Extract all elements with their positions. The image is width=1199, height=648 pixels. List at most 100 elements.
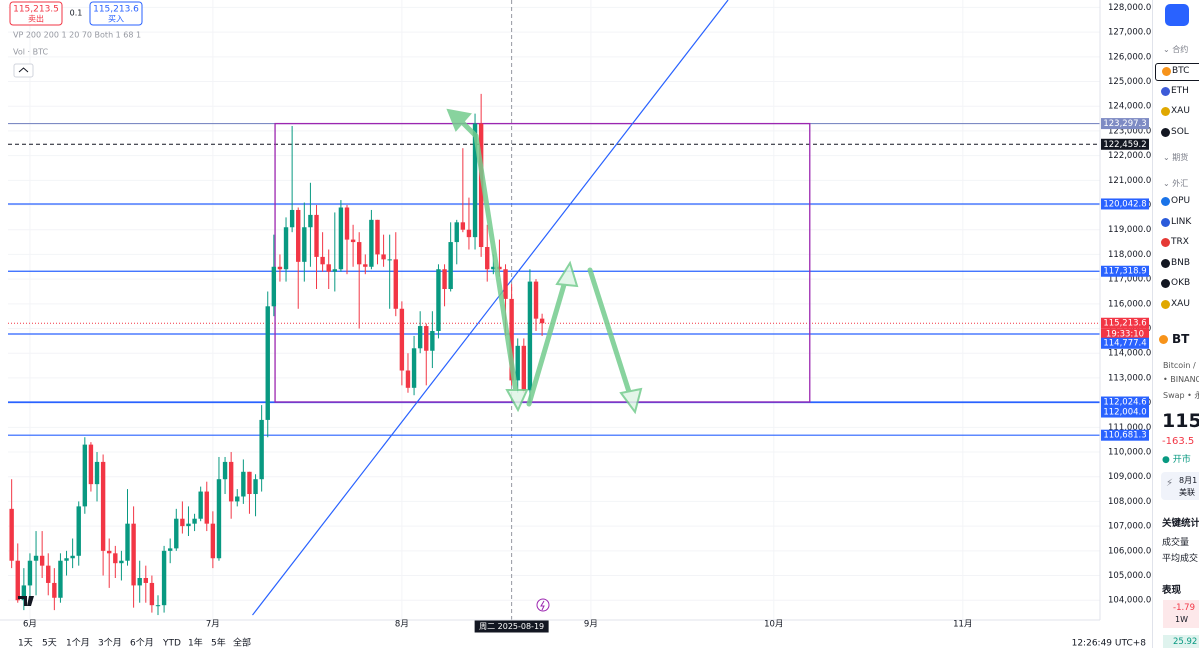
candle-body bbox=[155, 605, 161, 607]
candle-body bbox=[88, 444, 94, 485]
range-button[interactable]: 3个月 bbox=[98, 638, 122, 648]
candle-body bbox=[27, 560, 33, 586]
candle-body bbox=[76, 506, 81, 556]
contract-kind: Swap • 永 bbox=[1163, 391, 1199, 400]
candle-body bbox=[131, 523, 136, 586]
item-symbol: XAU bbox=[1171, 106, 1190, 116]
exchange: • BINANC bbox=[1163, 375, 1199, 384]
item-icon bbox=[1161, 238, 1170, 248]
collapse-button[interactable] bbox=[13, 63, 34, 78]
candle-body bbox=[454, 222, 459, 243]
price-line-label: 110,681.3 bbox=[1103, 431, 1146, 441]
y-tick-label: 110,000.0 bbox=[1108, 448, 1151, 458]
watchlist-item[interactable]: OPU bbox=[1155, 194, 1199, 210]
candle-body bbox=[167, 548, 173, 551]
stats-title: 关键统计 bbox=[1162, 518, 1199, 529]
countdown-bg bbox=[1101, 328, 1149, 340]
candle-body bbox=[302, 227, 307, 262]
stat-label: 平均成交 bbox=[1162, 554, 1199, 564]
news-card[interactable] bbox=[1161, 472, 1199, 500]
candle-body bbox=[70, 555, 75, 559]
price-line-label: 122,459.2 bbox=[1103, 140, 1146, 150]
watchlist-item[interactable]: BNB bbox=[1155, 256, 1199, 272]
y-tick-label: 106,000.0 bbox=[1108, 546, 1151, 556]
event-icon[interactable] bbox=[536, 598, 550, 612]
x-tick-label: 6月 bbox=[23, 620, 37, 630]
item-icon bbox=[1161, 279, 1170, 289]
watchlist-item[interactable]: ETH bbox=[1155, 84, 1199, 100]
candle-body bbox=[332, 269, 338, 272]
price-line-badge bbox=[1101, 118, 1149, 130]
candle-body bbox=[308, 214, 313, 228]
item-symbol: XAU bbox=[1171, 299, 1190, 309]
x-tick-label: 7月 bbox=[206, 620, 220, 630]
price-line-label: 117,318.9 bbox=[1103, 267, 1146, 277]
candle-body bbox=[192, 518, 197, 524]
candle-body bbox=[338, 207, 344, 270]
arrowhead bbox=[446, 108, 472, 132]
candle-body bbox=[33, 555, 39, 561]
sell-label: 卖出 bbox=[28, 14, 44, 24]
range-button[interactable]: 6个月 bbox=[130, 638, 154, 648]
candle-body bbox=[125, 523, 130, 561]
price-line-label: 115,213.6 bbox=[1103, 319, 1146, 329]
range-button[interactable]: 1天 bbox=[18, 639, 33, 648]
candle-body bbox=[381, 254, 386, 260]
candle-body bbox=[497, 266, 502, 270]
news-title: 美联 bbox=[1179, 488, 1195, 497]
crosshair-label: 周二 2025-08-19 bbox=[479, 622, 544, 631]
candle-body bbox=[472, 123, 478, 238]
price-line-badge bbox=[1101, 138, 1149, 150]
range-button[interactable]: 1年 bbox=[188, 637, 203, 648]
watchlist-item[interactable]: SOL bbox=[1155, 125, 1199, 141]
item-icon bbox=[1161, 197, 1170, 206]
price-line-badge bbox=[1101, 406, 1149, 418]
sidebar: ⌄ 合约 BTC ETH XAU SOL OPU LINK TRX BNB OKB XAU ⌄ 期… bbox=[1152, 0, 1199, 648]
watchlist-item[interactable]: XAU bbox=[1155, 297, 1199, 313]
app-logo[interactable] bbox=[1165, 4, 1189, 26]
clock: 12:26:49 UTC+8 bbox=[1072, 639, 1147, 648]
x-tick-label: 8月 bbox=[395, 620, 409, 630]
price-line-label: 120,042.8 bbox=[1103, 199, 1146, 209]
range-button[interactable]: YTD bbox=[162, 639, 181, 648]
price-line-badge bbox=[1101, 337, 1149, 349]
chart: 104,000.0 105,000.0 106,000.0 107,000.0 108,… bbox=[0, 0, 1151, 648]
perf-card bbox=[1163, 600, 1199, 628]
range-button[interactable]: 5天 bbox=[42, 639, 57, 648]
item-symbol: TRX bbox=[1171, 237, 1189, 248]
buy-box[interactable] bbox=[89, 1, 143, 26]
item-symbol: ETH bbox=[1171, 85, 1189, 96]
indicator-vp: VP 200 200 1 20 70 Both 1 68 1 bbox=[13, 31, 141, 40]
candle-body bbox=[399, 308, 405, 371]
marks bbox=[8, 0, 1100, 620]
watchlist-item[interactable]: TRX bbox=[1155, 235, 1199, 251]
candle-body bbox=[375, 219, 380, 255]
countdown: 19:33:10 bbox=[1106, 330, 1144, 340]
perf-value: 25.92 bbox=[1173, 637, 1198, 647]
range-button[interactable]: 1个月 bbox=[66, 638, 90, 648]
price-line-badge bbox=[1101, 265, 1149, 277]
range-button[interactable]: 5年 bbox=[211, 637, 226, 648]
section-label: 合约 bbox=[1172, 45, 1189, 54]
watchlist-item[interactable]: XAU bbox=[1155, 104, 1199, 120]
candle-body bbox=[369, 219, 374, 267]
price-line-badge bbox=[1101, 317, 1149, 329]
candle-body bbox=[198, 491, 203, 519]
watchlist-item[interactable]: BTC bbox=[1155, 63, 1199, 81]
candle-body bbox=[363, 264, 368, 267]
watchlist-item[interactable]: OKB bbox=[1155, 276, 1199, 292]
candle-body bbox=[277, 266, 283, 270]
candle-body bbox=[521, 345, 527, 391]
candle-body bbox=[241, 471, 246, 497]
range-button[interactable]: 全部 bbox=[233, 637, 251, 648]
candle-body bbox=[527, 281, 533, 391]
y-tick-label: 127,000.0 bbox=[1108, 28, 1151, 38]
watchlist-item[interactable]: LINK bbox=[1155, 215, 1199, 231]
y-tick-label: 113,000.0 bbox=[1108, 373, 1151, 383]
candle-body bbox=[326, 264, 331, 272]
sell-box[interactable] bbox=[9, 1, 63, 26]
candle-body bbox=[186, 523, 191, 527]
candle-body bbox=[533, 281, 539, 319]
candle-body bbox=[491, 266, 496, 270]
item-icon bbox=[1161, 127, 1170, 137]
